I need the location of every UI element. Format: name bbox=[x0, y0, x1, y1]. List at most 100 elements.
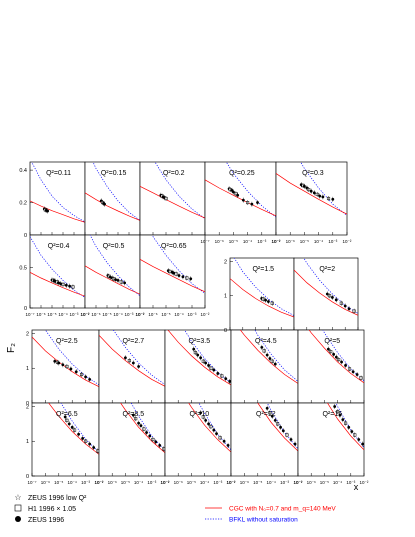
x-tick-label: 10⁻⁷ bbox=[135, 312, 144, 317]
cgc-curve bbox=[85, 192, 140, 221]
panel-6: Q²=0.5 bbox=[84, 234, 141, 309]
cgc-curve bbox=[140, 185, 205, 219]
y-tick-label: 1 bbox=[26, 439, 29, 445]
panel-label: Q²=0.15 bbox=[101, 170, 127, 177]
bfkl-curve bbox=[225, 162, 276, 218]
cgc-curve bbox=[140, 258, 205, 293]
x-tick-label: 10⁻⁴ bbox=[333, 480, 342, 485]
x-tick-label: 10⁻⁶ bbox=[286, 239, 295, 244]
x-tick-label: 10⁻² bbox=[81, 312, 90, 317]
legend-group: ☆ ZEUS 1996 low Q² H1 1996 × 1.05 ZEUS 1996… bbox=[14, 493, 336, 524]
y-tick-label: 1 bbox=[224, 294, 227, 300]
x-tick-label: 10⁻³ bbox=[257, 239, 266, 244]
panel-0: Q²=0.11 bbox=[29, 161, 86, 236]
cgc-curve bbox=[120, 403, 165, 453]
x-tick-label: 10⁻⁶ bbox=[148, 312, 157, 317]
panel-label: Q²=5 bbox=[324, 338, 340, 345]
bfkl-curve bbox=[92, 162, 140, 221]
y-tick-label: 0 bbox=[24, 233, 27, 239]
cgc-curve bbox=[99, 334, 165, 387]
x-tick-label: 10⁻⁷ bbox=[80, 312, 89, 317]
panel-frame bbox=[297, 402, 365, 477]
legend-left-label: ZEUS 1996 low Q² bbox=[28, 495, 87, 502]
x-tick-label: 10⁻⁶ bbox=[307, 480, 316, 485]
bfkl-curve bbox=[184, 330, 231, 384]
x-tick-label: 10⁻² bbox=[95, 480, 104, 485]
x-tick-label: 10⁻² bbox=[294, 480, 303, 485]
filled-circle-icon bbox=[15, 516, 21, 522]
x-tick-label: 10⁻⁷ bbox=[271, 239, 280, 244]
panel-8: Q²=1.5 bbox=[229, 257, 295, 331]
x-tick-label: 10⁻² bbox=[201, 312, 210, 317]
panel-10: Q²=2.5 bbox=[31, 329, 100, 404]
x-tick-label: 10⁻⁵ bbox=[187, 480, 196, 485]
x-tick-label: 10⁻⁵ bbox=[300, 239, 309, 244]
x-tick-label: 10⁻² bbox=[161, 480, 170, 485]
legend-left-0: ☆ ZEUS 1996 low Q² bbox=[14, 493, 87, 502]
x-tick-label: 10⁻⁵ bbox=[54, 480, 63, 485]
x-tick-label: 10⁻³ bbox=[280, 480, 289, 485]
legend-left-1: H1 1996 × 1.05 bbox=[14, 504, 76, 513]
x-tick-label: 10⁻⁷ bbox=[226, 480, 235, 485]
x-tick-label: 10⁻⁶ bbox=[174, 480, 183, 485]
cgc-curve bbox=[205, 179, 276, 217]
panel-frame bbox=[31, 402, 100, 477]
bfkl-curve bbox=[254, 330, 298, 382]
panel-label: Q²=0.5 bbox=[103, 243, 125, 250]
panel-label: Q²=0.25 bbox=[229, 170, 255, 177]
x-tick-label: 10⁻³ bbox=[346, 480, 355, 485]
panel-15: Q²=6.5 bbox=[31, 402, 100, 477]
panel-3: Q²=0.25 bbox=[204, 161, 277, 236]
panel-4: Q²=0.3 bbox=[275, 161, 348, 236]
x-tick-label: 10⁻³ bbox=[147, 480, 156, 485]
y-tick-label: 2 bbox=[26, 404, 29, 410]
x-tick-label: 10⁻⁷ bbox=[160, 480, 169, 485]
star-icon: ☆ bbox=[14, 493, 21, 502]
panel-label: Q²=2 bbox=[319, 266, 335, 273]
cgc-curve bbox=[230, 278, 294, 318]
x-tick-label: 10⁻⁵ bbox=[253, 480, 262, 485]
y-tick-label: 2 bbox=[224, 259, 227, 265]
legend-right-label: CGC with N₀=0.7 and m_q=140 MeV bbox=[229, 506, 336, 513]
x-tick-label: 10⁻³ bbox=[81, 480, 90, 485]
bfkl-curve bbox=[60, 403, 99, 453]
y-tick-label: 0.5 bbox=[19, 265, 27, 271]
bfkl-curve bbox=[45, 330, 99, 386]
panels-group: Q²=0.11 Q²=0.15 Q²=0.2 Q²=0.25 Q²=0.3 Q²=0.4 Q… bbox=[29, 161, 365, 477]
x-tick-label: 10⁻³ bbox=[125, 312, 134, 317]
panel-label: Q²=2.5 bbox=[56, 338, 78, 345]
x-tick-label: 10⁻⁵ bbox=[229, 239, 238, 244]
x-tick-label: 10⁻² bbox=[272, 239, 281, 244]
legend-left-2: ZEUS 1996 bbox=[15, 516, 64, 524]
legend-right-1: BFKL without saturation bbox=[205, 517, 298, 524]
panel-frame bbox=[29, 161, 86, 236]
panel-frame bbox=[139, 161, 206, 236]
x-tick-label: 10⁻⁴ bbox=[243, 239, 252, 244]
panel-label: Q²=10 bbox=[189, 411, 209, 418]
x-tick-label: 10⁻⁴ bbox=[134, 480, 143, 485]
y-tick-label: 2 bbox=[26, 331, 29, 337]
panel-9: Q²=2 bbox=[293, 257, 359, 331]
y-axis-label: F₂ bbox=[6, 343, 17, 353]
cgc-curve bbox=[308, 330, 364, 384]
x-tick-label: 10⁻² bbox=[343, 239, 352, 244]
y-tick-label: 0 bbox=[24, 306, 27, 312]
y-tick-label: 0 bbox=[26, 474, 29, 480]
panel-11: Q²=2.7 bbox=[98, 329, 166, 404]
x-tick-label: 10⁻⁴ bbox=[174, 312, 183, 317]
x-tick-label: 10⁻³ bbox=[70, 312, 79, 317]
bfkl-curve bbox=[233, 258, 294, 316]
bfkl-curve bbox=[300, 162, 347, 216]
x-tick-label: 10⁻⁶ bbox=[91, 312, 100, 317]
y-tick-label: 0 bbox=[224, 328, 227, 334]
cgc-curve bbox=[276, 173, 347, 215]
panel-label: Q²=3.5 bbox=[189, 338, 211, 345]
panel-label: Q²=12 bbox=[256, 411, 276, 418]
legend-left-label: ZEUS 1996 bbox=[28, 517, 64, 524]
x-tick-label: 10⁻⁷ bbox=[25, 312, 34, 317]
x-tick-label: 10⁻⁴ bbox=[113, 312, 122, 317]
y-tick-label: 1 bbox=[26, 366, 29, 372]
panel-13: Q²=4.5 bbox=[230, 329, 299, 404]
cgc-curve bbox=[30, 200, 85, 223]
x-tick-label: 10⁻⁷ bbox=[293, 480, 302, 485]
